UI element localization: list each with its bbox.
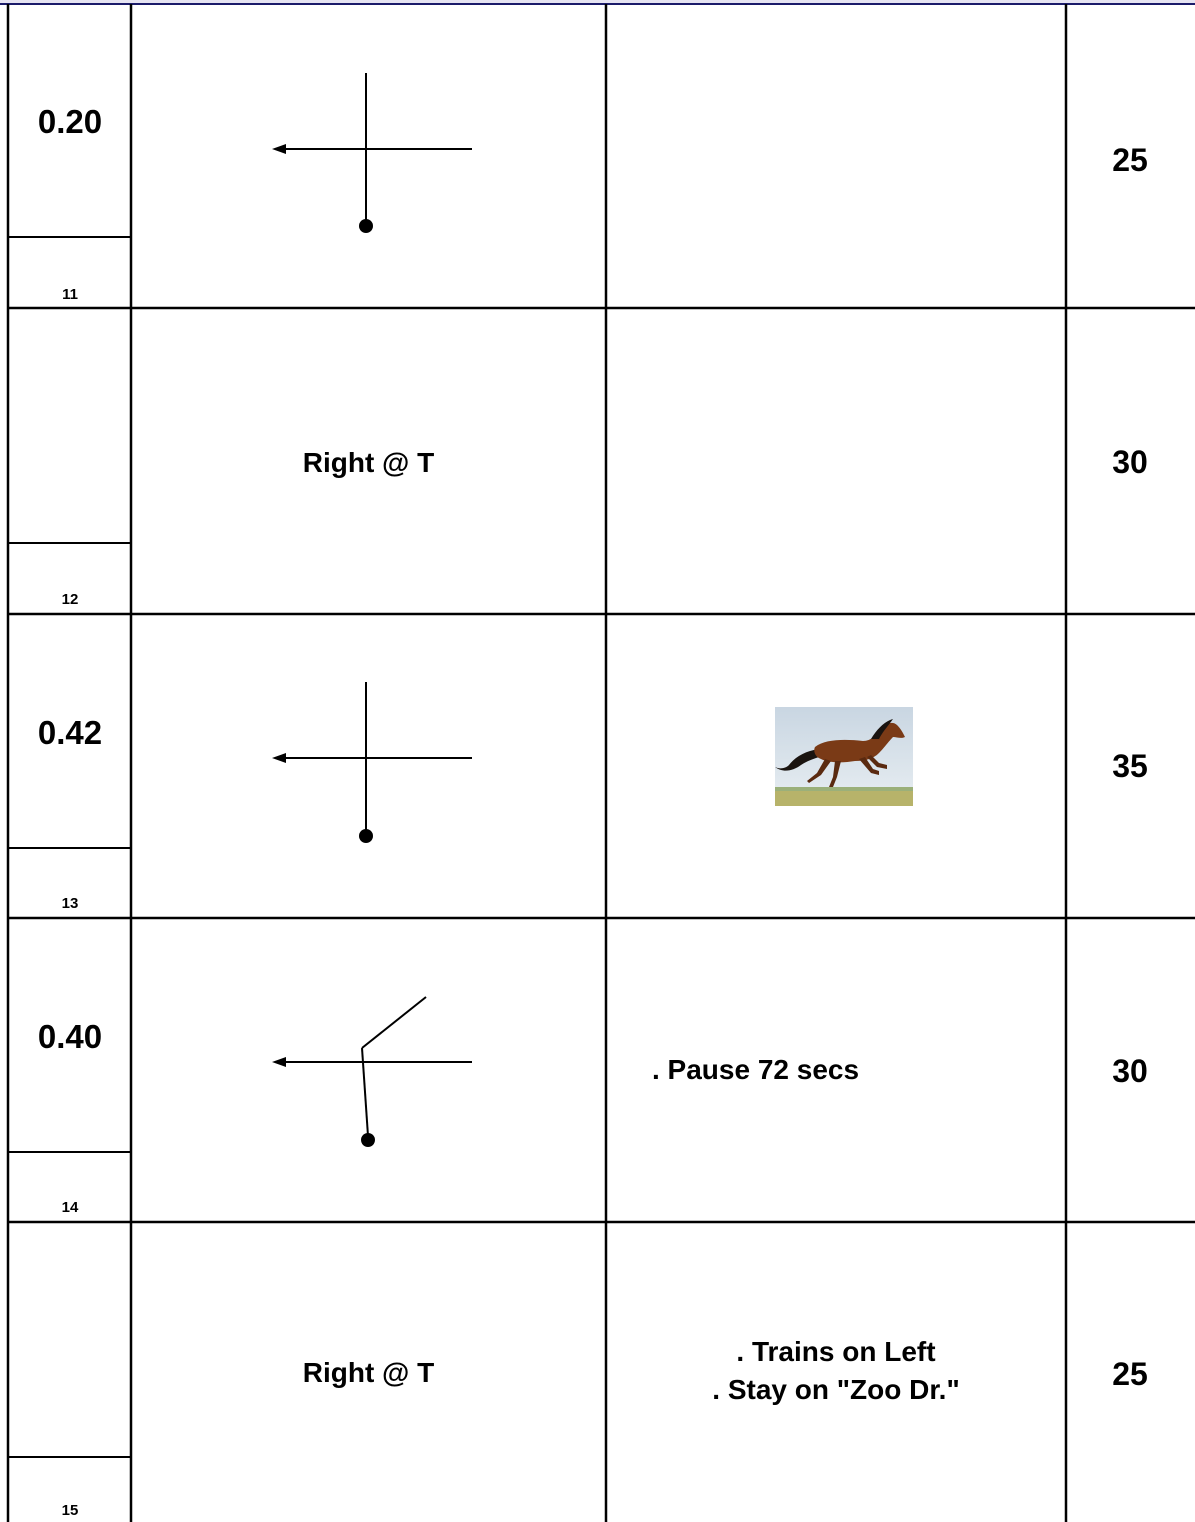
left-turn-arrow-icon bbox=[272, 682, 472, 843]
distance-value: 0.20 bbox=[37, 103, 103, 140]
step-number: 15 bbox=[61, 1502, 79, 1519]
header-strip bbox=[0, 0, 1195, 5]
intersection-diagram bbox=[272, 682, 472, 843]
distance-value: 0.42 bbox=[37, 714, 103, 751]
note-list: . Pause 72 secs bbox=[652, 1051, 1052, 1089]
note-line: . Stay on "Zoo Dr." bbox=[712, 1374, 960, 1405]
distance-cell: 0.40 14 bbox=[8, 918, 132, 1222]
speed-cell: 35 bbox=[1065, 614, 1195, 918]
table-row: 0.20 11 25 bbox=[0, 5, 1195, 308]
table-row: 12 Right @ T 30 bbox=[0, 308, 1195, 614]
speed-cell: 25 bbox=[1065, 1222, 1195, 1522]
speed-value: 35 bbox=[1112, 748, 1148, 784]
turn-instruction: Right @ T bbox=[302, 1357, 435, 1388]
speed-cell: 30 bbox=[1065, 308, 1195, 614]
note-line: . Pause 72 secs bbox=[652, 1054, 860, 1085]
speed-cell: 25 bbox=[1065, 5, 1195, 308]
distance-cell: 15 bbox=[8, 1222, 132, 1522]
turn-cell bbox=[130, 614, 607, 918]
step-number: 13 bbox=[61, 895, 79, 912]
turn-cell bbox=[130, 918, 607, 1222]
running-horse-image bbox=[775, 707, 913, 806]
notes-cell: . Trains on Left . Stay on "Zoo Dr." bbox=[605, 1222, 1067, 1522]
intersection-diagram bbox=[272, 996, 472, 1147]
left-turn-fork-arrow-icon bbox=[272, 996, 472, 1147]
speed-value: 30 bbox=[1112, 1053, 1148, 1089]
table-row: 15 Right @ T . Trains on Left . Stay on … bbox=[0, 1222, 1195, 1522]
distance-value: 0.40 bbox=[37, 1018, 103, 1055]
notes-cell: . Pause 72 secs bbox=[605, 918, 1067, 1222]
speed-value: 30 bbox=[1112, 444, 1148, 480]
table-row: 0.40 14 . Pause 72 secs 30 bbox=[0, 918, 1195, 1222]
turn-cell: Right @ T bbox=[130, 308, 607, 614]
step-number: 11 bbox=[62, 286, 78, 303]
speed-value: 25 bbox=[1112, 1356, 1148, 1392]
distance-cell: 12 bbox=[8, 308, 132, 614]
speed-cell: 30 bbox=[1065, 918, 1195, 1222]
speed-value: 25 bbox=[1112, 142, 1148, 178]
turn-cell: Right @ T bbox=[130, 1222, 607, 1522]
note-list: . Trains on Left . Stay on "Zoo Dr." bbox=[605, 1333, 1067, 1409]
turn-cell bbox=[130, 5, 607, 308]
left-turn-arrow-icon bbox=[272, 73, 472, 233]
step-number: 14 bbox=[61, 1199, 79, 1216]
step-number: 12 bbox=[61, 591, 79, 608]
notes-cell bbox=[605, 614, 1067, 918]
distance-cell: 0.42 13 bbox=[8, 614, 132, 918]
intersection-diagram bbox=[272, 73, 472, 233]
distance-cell: 0.20 11 bbox=[8, 5, 132, 308]
turn-instruction: Right @ T bbox=[302, 447, 435, 478]
note-line: . Trains on Left bbox=[736, 1336, 936, 1367]
table-row: 0.42 13 bbox=[0, 614, 1195, 918]
